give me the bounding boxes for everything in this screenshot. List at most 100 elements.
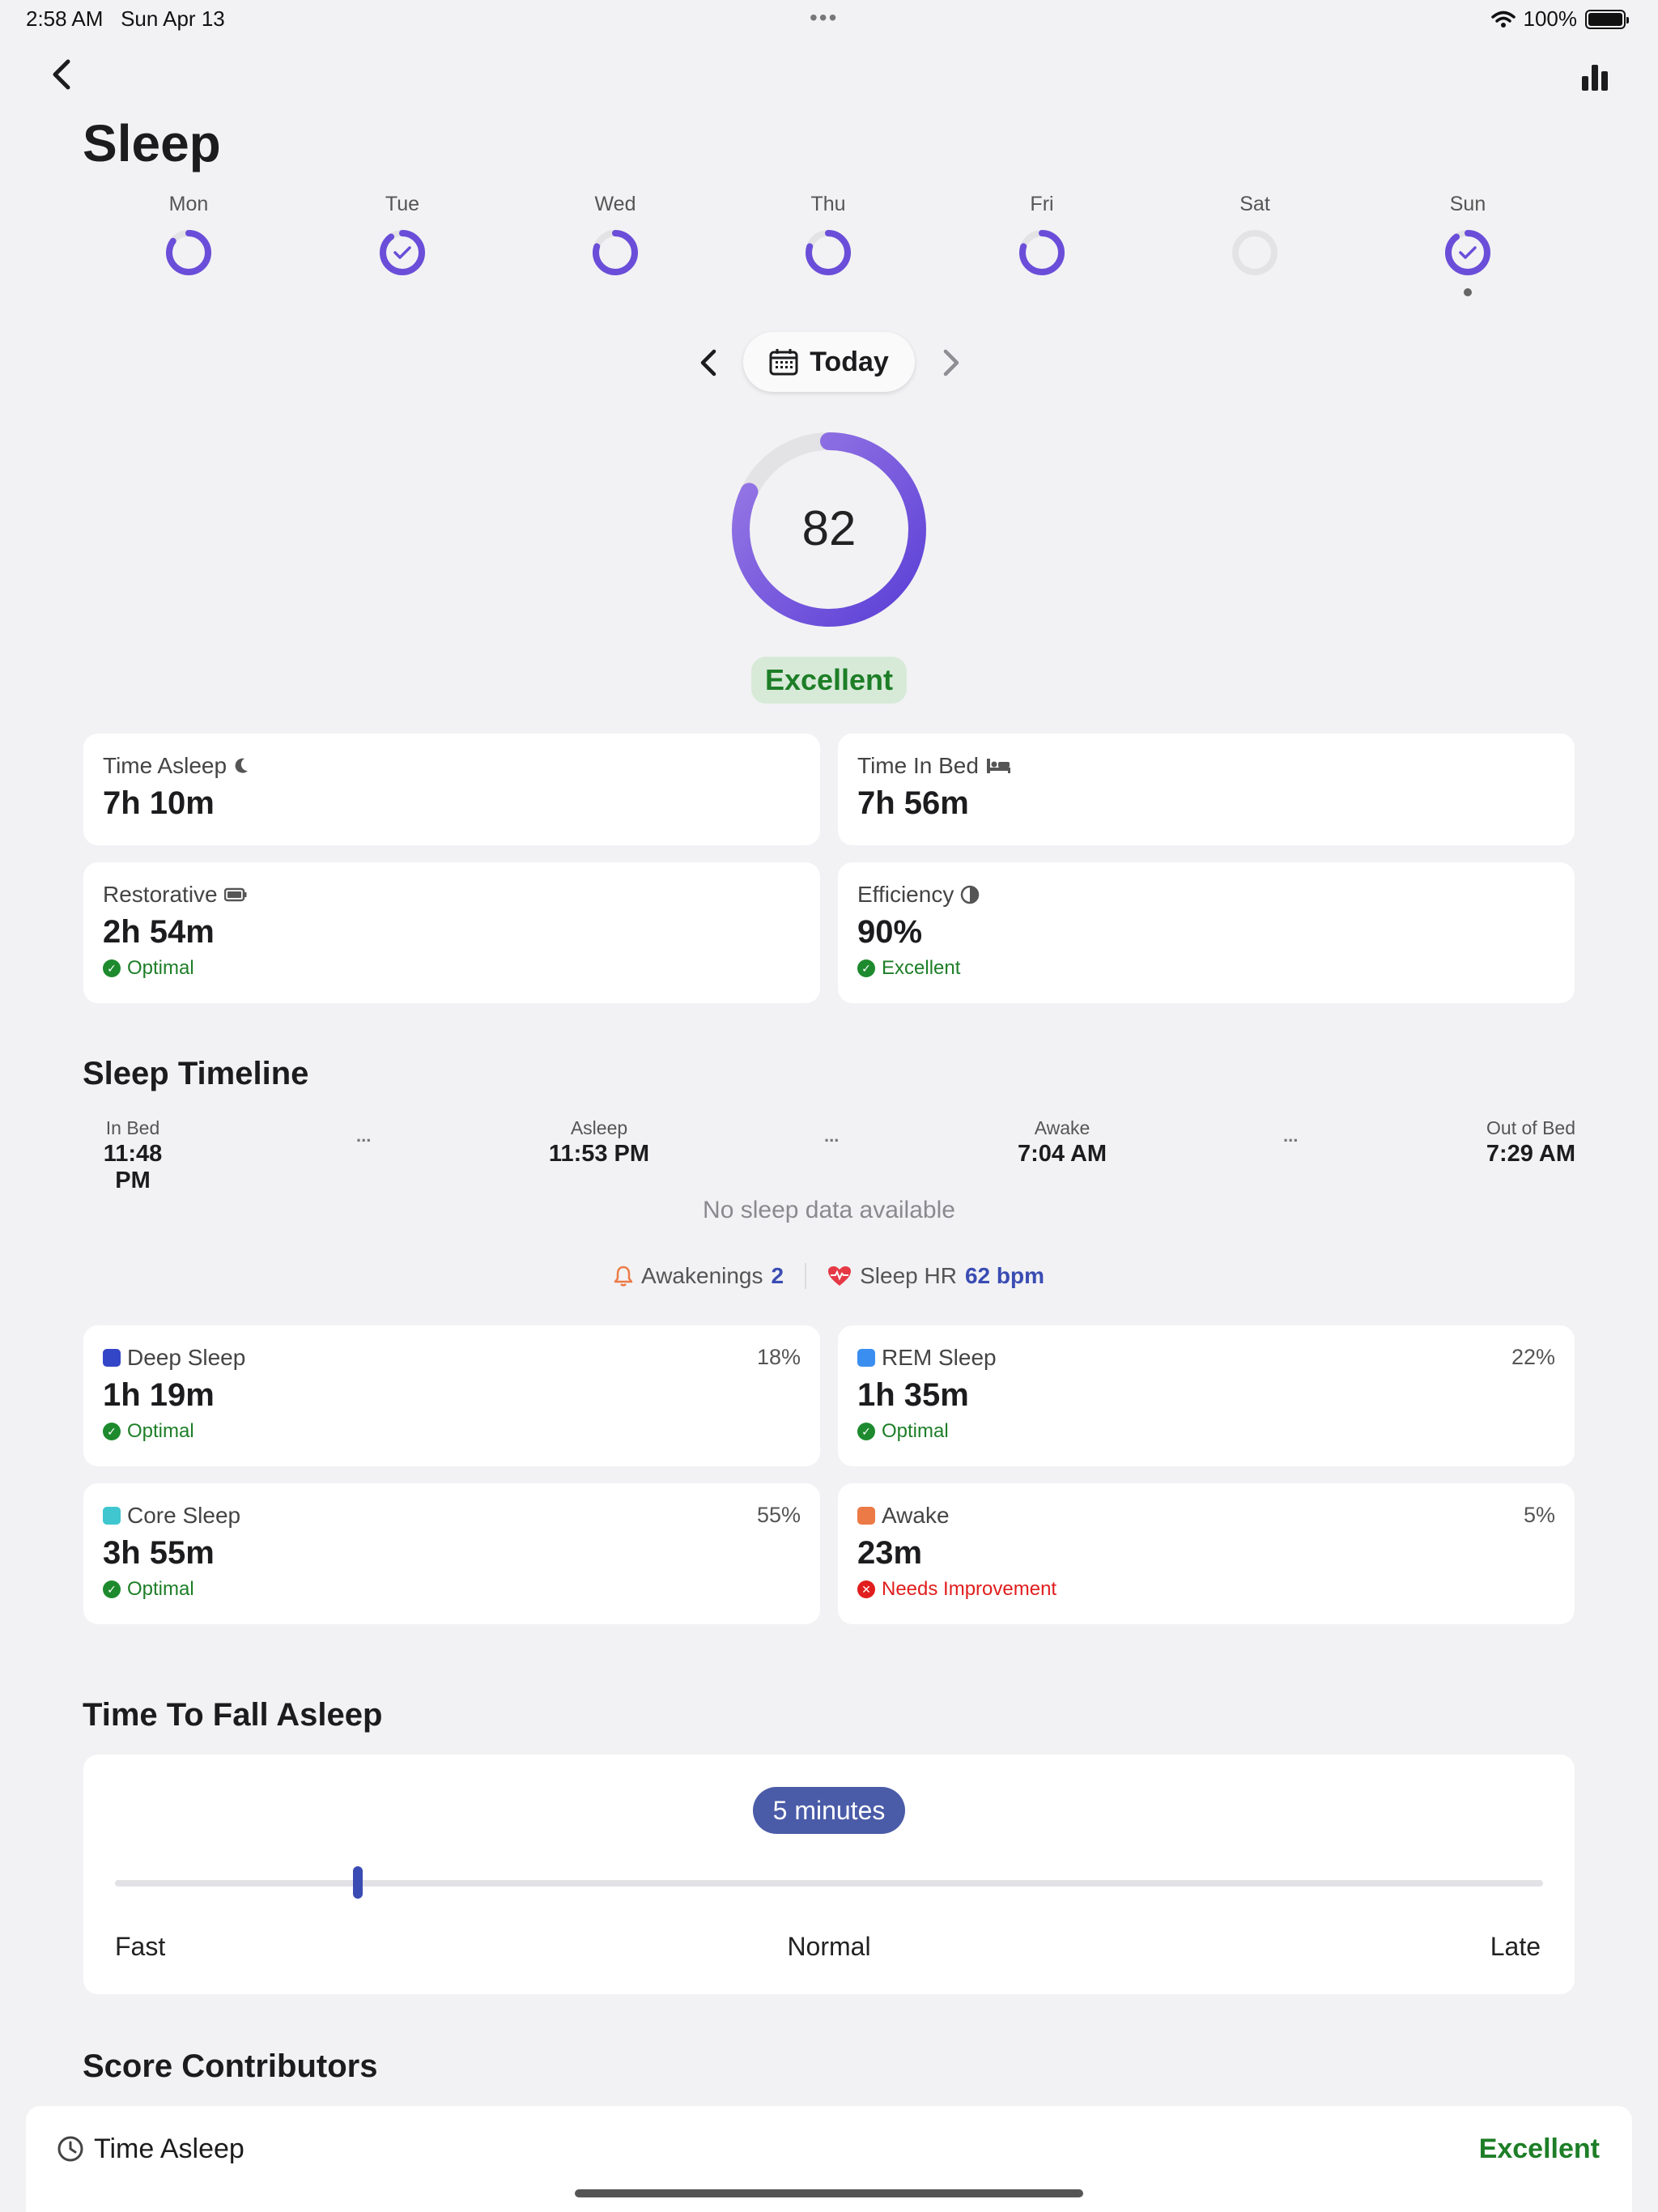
timeline-asleep: Asleep 11:53 PM — [534, 1117, 664, 1168]
rem-sleep-card[interactable]: REM Sleep 22% 1h 35m ✓ Optimal — [838, 1325, 1575, 1466]
home-indicator[interactable] — [575, 2189, 1083, 2197]
day-progress-ring — [806, 230, 851, 275]
day-label: Mon — [168, 193, 209, 215]
scale-normal-label: Normal — [787, 1932, 871, 1961]
previous-day-chevron-icon[interactable] — [695, 347, 722, 379]
restorative-value: 2h 54m — [103, 914, 215, 950]
out-of-bed-label: Out of Bed — [1486, 1117, 1575, 1138]
awake-card[interactable]: Awake 5% 23m ✕ Needs Improvement — [838, 1483, 1575, 1624]
timeline-out-of-bed: Out of Bed 7:29 AM — [1457, 1117, 1575, 1168]
day-progress-ring — [593, 230, 638, 275]
time-asleep-card[interactable]: Time Asleep 7h 10m — [83, 734, 820, 845]
contributor-label: Time Asleep — [94, 2133, 244, 2164]
time-asleep-label: Time Asleep — [103, 753, 227, 778]
check-circle-icon: ✓ — [857, 1423, 875, 1440]
no-sleep-data-message: No sleep data available — [703, 1197, 955, 1223]
restorative-card[interactable]: Restorative 2h 54m ✓ Optimal — [83, 862, 820, 1003]
day-mon[interactable]: Mon — [140, 193, 237, 282]
awake-value: 23m — [857, 1535, 923, 1571]
awake-swatch — [857, 1507, 875, 1525]
day-progress-ring — [1445, 230, 1490, 275]
sleep-hr-value: 62 bpm — [964, 1263, 1044, 1288]
scale-fast-label: Fast — [115, 1932, 166, 1961]
scale-late-label: Late — [1490, 1932, 1541, 1961]
rem-sleep-value: 1h 35m — [857, 1377, 969, 1413]
wifi-icon — [1490, 11, 1516, 28]
day-thu[interactable]: Thu — [780, 193, 877, 282]
efficiency-value: 90% — [857, 914, 923, 950]
sleep-timeline-title: Sleep Timeline — [83, 1056, 309, 1091]
day-fri[interactable]: Fri — [993, 193, 1090, 282]
back-chevron-icon[interactable] — [47, 57, 76, 92]
in-bed-time: 11:48 PM — [103, 1141, 163, 1193]
day-label: Thu — [810, 193, 846, 215]
fall-asleep-marker — [352, 1866, 363, 1899]
time-in-bed-label: Time In Bed — [857, 753, 979, 778]
core-sleep-percent: 55% — [756, 1503, 801, 1527]
sleep-score-value: 82 — [801, 501, 857, 555]
bell-icon — [614, 1266, 633, 1287]
day-progress-ring — [166, 230, 211, 275]
sleep-score-rating-badge: Excellent — [751, 657, 907, 704]
timeline-in-bed: In Bed 11:48 PM — [83, 1117, 183, 1194]
core-sleep-status-text: Optimal — [127, 1578, 194, 1600]
time-in-bed-card[interactable]: Time In Bed 7h 56m — [838, 734, 1575, 845]
restorative-status: ✓ Optimal — [103, 957, 801, 980]
day-label: Sun — [1449, 193, 1486, 215]
core-sleep-value: 3h 55m — [103, 1535, 215, 1571]
date-picker-button[interactable]: Today — [743, 332, 915, 392]
day-wed[interactable]: Wed — [567, 193, 664, 282]
fall-asleep-track — [115, 1880, 1543, 1887]
score-contributors-title: Score Contributors — [83, 2048, 378, 2084]
core-sleep-card[interactable]: Core Sleep 55% 3h 55m ✓ Optimal — [83, 1483, 820, 1624]
deep-sleep-swatch — [103, 1349, 121, 1367]
multitasking-dots[interactable]: ••• — [810, 5, 839, 30]
day-label: Tue — [385, 193, 420, 215]
rem-sleep-label: REM Sleep — [882, 1345, 997, 1370]
day-progress-ring — [1019, 230, 1065, 275]
in-bed-label: In Bed — [105, 1117, 160, 1138]
rem-sleep-status-text: Optimal — [882, 1420, 949, 1442]
day-label: Sat — [1239, 193, 1270, 215]
bar-chart-icon[interactable] — [1582, 63, 1609, 91]
checkmark-icon — [393, 246, 411, 259]
core-sleep-status: ✓ Optimal — [103, 1578, 801, 1601]
day-tue[interactable]: Tue — [354, 193, 451, 282]
deep-sleep-card[interactable]: Deep Sleep 18% 1h 19m ✓ Optimal — [83, 1325, 820, 1466]
day-label: Fri — [1030, 193, 1054, 215]
awake-status-text: Needs Improvement — [882, 1578, 1057, 1600]
efficiency-label: Efficiency — [857, 882, 954, 907]
check-circle-icon: ✓ — [103, 1423, 121, 1440]
deep-sleep-value: 1h 19m — [103, 1377, 215, 1413]
timeline-awake: Awake 7:04 AM — [997, 1117, 1127, 1168]
time-asleep-value: 7h 10m — [103, 785, 215, 821]
fall-asleep-minutes-badge: 5 minutes — [753, 1787, 905, 1834]
asleep-label: Asleep — [570, 1117, 628, 1138]
check-circle-icon: ✓ — [857, 959, 875, 977]
efficiency-status: ✓ Excellent — [857, 957, 1555, 980]
awakenings-metric: Awakenings 2 — [614, 1263, 784, 1289]
efficiency-card[interactable]: Efficiency 90% ✓ Excellent — [838, 862, 1575, 1003]
day-label: Wed — [594, 193, 636, 215]
day-sun[interactable]: Sun — [1419, 193, 1516, 296]
check-circle-icon: ✓ — [103, 959, 121, 977]
day-sat[interactable]: Sat — [1206, 193, 1303, 282]
status-clock: 2:58 AM — [26, 6, 104, 31]
metrics-divider — [805, 1263, 807, 1289]
battery-icon — [1585, 9, 1629, 29]
battery-small-icon — [223, 887, 247, 902]
next-day-chevron-icon[interactable] — [937, 347, 965, 379]
status-time: 2:58 AM Sun Apr 13 — [26, 6, 225, 32]
status-date: Sun Apr 13 — [121, 6, 225, 31]
awake-stage-label: Awake — [882, 1503, 950, 1528]
time-in-bed-value: 7h 56m — [857, 785, 969, 821]
deep-sleep-percent: 18% — [756, 1345, 801, 1369]
calendar-icon — [769, 349, 798, 376]
x-circle-icon: ✕ — [857, 1580, 875, 1598]
sleep-hr-metric: Sleep HR 62 bpm — [827, 1263, 1044, 1289]
out-of-bed-time: 7:29 AM — [1486, 1141, 1575, 1167]
awake-label: Awake — [1034, 1117, 1090, 1138]
deep-sleep-label: Deep Sleep — [127, 1345, 246, 1370]
deep-sleep-status: ✓ Optimal — [103, 1420, 801, 1443]
today-label: Today — [810, 346, 889, 377]
